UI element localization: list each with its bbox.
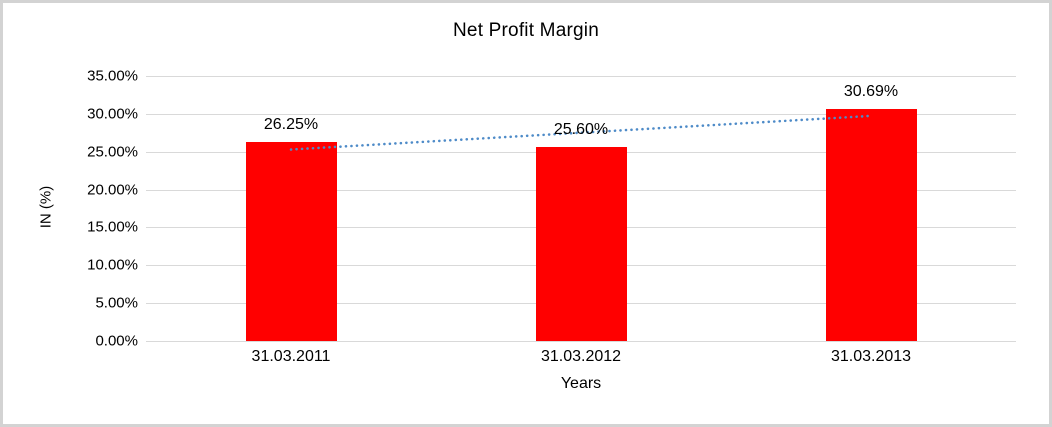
y-tick-label: 15.00% — [87, 218, 138, 236]
x-axis-ticks: 31.03.2011 31.03.2012 31.03.2013 — [146, 348, 1016, 370]
y-axis-ticks: 35.00% 30.00% 25.00% 20.00% 15.00% 10.00% 5.00… — [3, 68, 138, 350]
y-tick-label: 5.00% — [95, 294, 138, 312]
gridline — [146, 113, 1016, 115]
x-axis-title: Years — [560, 375, 602, 392]
chart-title: Net Profit Margin — [453, 20, 599, 41]
y-tick-label: 0.00% — [95, 332, 138, 350]
x-tick-label: 31.03.2013 — [830, 348, 912, 365]
x-tick-label: 31.03.2012 — [540, 348, 622, 365]
trendline-dotted — [289, 114, 873, 151]
bar-31.03.2012 — [535, 147, 627, 341]
bar-value-label: 26.25% — [263, 116, 319, 134]
y-tick-label: 20.00% — [87, 181, 138, 199]
y-tick-label: 30.00% — [87, 105, 138, 123]
bar-value-label: 30.69% — [843, 82, 899, 100]
bar-31.03.2013 — [825, 108, 917, 341]
y-tick-label: 35.00% — [87, 67, 138, 85]
x-axis-line — [146, 341, 1016, 342]
y-tick-label: 10.00% — [87, 256, 138, 274]
y-tick-label: 25.00% — [87, 143, 138, 161]
gridline — [146, 76, 1016, 77]
x-tick-label: 31.03.2011 — [251, 348, 331, 365]
bar-31.03.2011 — [245, 142, 337, 341]
trendline — [289, 114, 873, 151]
bar-value-label: 25.60% — [553, 121, 609, 139]
plot-area: 26.25% 25.60% 30.69% — [146, 76, 1016, 342]
